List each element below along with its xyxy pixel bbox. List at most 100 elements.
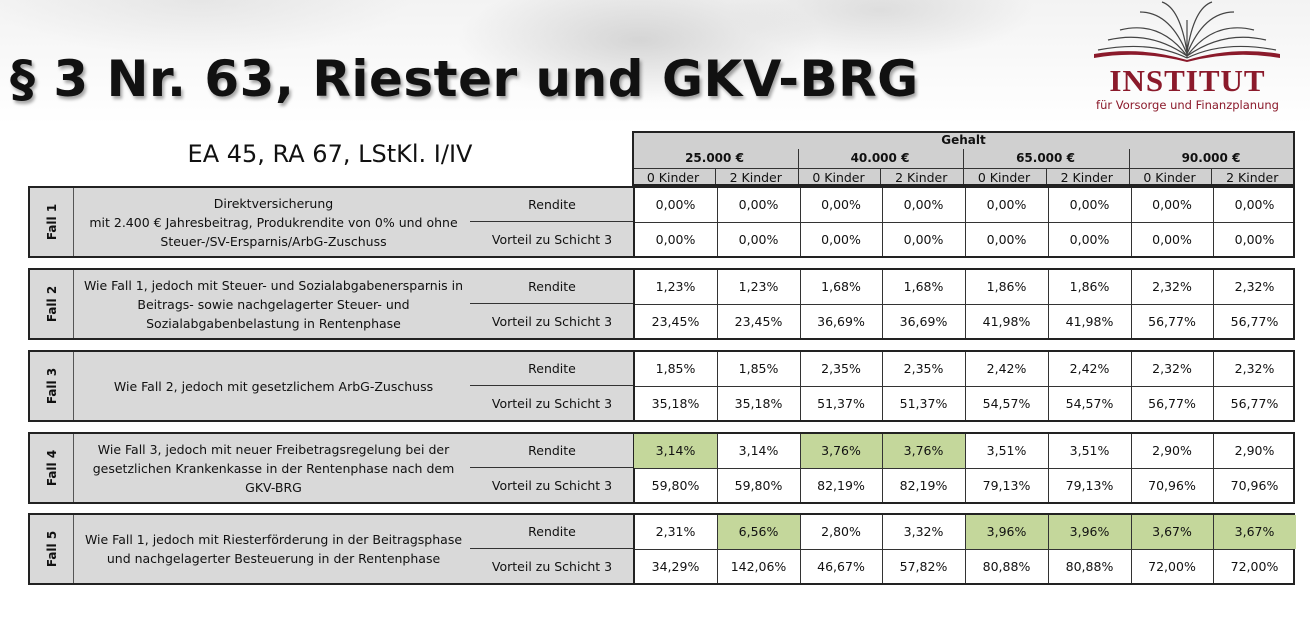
column-divider xyxy=(1213,434,1214,502)
value-cell: 82,19% xyxy=(817,478,865,493)
header-kids: 2 Kinder xyxy=(895,170,948,185)
value-cell: 0,00% xyxy=(986,197,1027,212)
case-tag: Fall 2 xyxy=(30,270,74,338)
row-divider xyxy=(634,468,1293,469)
value-cell: 3,51% xyxy=(986,443,1027,458)
row-divider xyxy=(470,467,634,468)
row-label-rendite: Rendite xyxy=(528,443,576,458)
column-divider xyxy=(800,270,801,338)
column-divider xyxy=(633,352,635,420)
value-cell: 56,77% xyxy=(1148,314,1196,329)
value-cell: 72,00% xyxy=(1230,559,1279,574)
slide-title: § 3 Nr. 63, Riester und GKV-BRG xyxy=(10,50,919,108)
column-divider xyxy=(882,434,883,502)
value-cell: 56,77% xyxy=(1148,396,1196,411)
value-cell: 1,68% xyxy=(821,279,861,294)
case-description-panel xyxy=(30,270,634,338)
column-divider xyxy=(1048,188,1049,256)
header-divider xyxy=(1211,169,1212,184)
value-cell: 1,23% xyxy=(655,279,696,294)
case-block: Fall 5 Wie Fall 1, jedoch mit Riesterförd… xyxy=(28,513,1296,585)
column-divider xyxy=(1131,434,1132,502)
case-description-line: Direktversicherung xyxy=(213,196,334,211)
column-divider xyxy=(800,434,801,502)
column-divider xyxy=(633,270,635,338)
column-divider xyxy=(1131,352,1132,420)
value-cell: 3,67% xyxy=(1131,515,1213,549)
value-cell: 3,14% xyxy=(634,434,717,468)
case-description-line: Wie Fall 1, jedoch mit Steuer- und Sozia… xyxy=(83,278,464,293)
column-divider xyxy=(1213,515,1214,583)
header-divider xyxy=(963,149,964,184)
value-cell: 80,88% xyxy=(1065,559,1114,574)
value-cell: 3,96% xyxy=(1048,515,1131,549)
case-tag-label: Fall 4 xyxy=(44,449,59,487)
row-divider xyxy=(634,304,1293,305)
value-cell: 1,86% xyxy=(1069,279,1110,294)
value-cell: 57,82% xyxy=(899,559,948,574)
case-description-line: Wie Fall 3, jedoch mit neuer Freibetrags… xyxy=(97,442,450,457)
logo-name: INSTITUT xyxy=(1109,63,1266,98)
institute-logo: INSTITUT für Vorsorge und Finanzplanung xyxy=(1090,0,1285,120)
case-description-panel xyxy=(30,434,634,502)
case-tag-label: Fall 1 xyxy=(44,203,59,241)
header-kids: 2 Kinder xyxy=(1226,170,1279,185)
value-cell: 3,14% xyxy=(738,443,779,458)
value-cell: 1,86% xyxy=(986,279,1027,294)
header-kids: 0 Kinder xyxy=(812,170,865,185)
value-cell: 54,57% xyxy=(1065,396,1114,411)
case-description-panel xyxy=(30,515,634,583)
row-divider xyxy=(634,386,1293,387)
value-cell: 0,00% xyxy=(655,232,696,247)
value-cell: 0,00% xyxy=(1069,232,1110,247)
value-cell: 3,32% xyxy=(903,524,944,539)
case-description-line: Wie Fall 2, jedoch mit gesetzlichem ArbG… xyxy=(113,379,434,394)
value-cell: 3,76% xyxy=(800,434,882,468)
column-divider xyxy=(882,352,883,420)
value-cell: 2,35% xyxy=(821,361,861,376)
value-cell: 56,77% xyxy=(1230,396,1279,411)
column-divider xyxy=(1048,352,1049,420)
row-divider xyxy=(470,303,634,304)
logo-tagline: für Vorsorge und Finanzplanung xyxy=(1096,98,1279,112)
header-kids: 0 Kinder xyxy=(1143,170,1196,185)
row-divider xyxy=(470,221,634,222)
value-cell: 82,19% xyxy=(899,478,948,493)
value-cell: 2,35% xyxy=(903,361,944,376)
row-label-vorteil: Vorteil zu Schicht 3 xyxy=(491,232,613,247)
value-cell: 0,00% xyxy=(903,232,944,247)
open-book-icon xyxy=(1094,1,1280,62)
case-tag: Fall 5 xyxy=(30,515,74,583)
value-cell: 1,85% xyxy=(738,361,779,376)
value-cell: 0,00% xyxy=(655,197,696,212)
value-cell: 1,68% xyxy=(903,279,944,294)
value-cell: 2,31% xyxy=(655,524,696,539)
value-cell: 51,37% xyxy=(817,396,865,411)
value-cell: 41,98% xyxy=(1065,314,1114,329)
row-label-rendite: Rendite xyxy=(528,524,576,539)
column-divider xyxy=(1213,352,1214,420)
header-salary: 90.000 € xyxy=(1181,151,1241,165)
value-cell: 0,00% xyxy=(821,197,861,212)
parameters-subtitle: EA 45, RA 67, LStKl. I/IV xyxy=(187,140,473,168)
value-cell: 1,23% xyxy=(738,279,779,294)
case-tag-label: Fall 2 xyxy=(44,285,59,323)
case-description-panel xyxy=(30,188,634,256)
value-cell: 59,80% xyxy=(734,478,783,493)
value-cell: 3,76% xyxy=(882,434,965,468)
value-cell: 0,00% xyxy=(903,197,944,212)
value-cell: 36,69% xyxy=(817,314,865,329)
column-divider xyxy=(717,515,718,583)
row-label-rendite: Rendite xyxy=(528,279,576,294)
column-divider xyxy=(1131,270,1132,338)
value-cell: 0,00% xyxy=(738,232,779,247)
value-cell: 0,00% xyxy=(821,232,861,247)
value-cell: 36,69% xyxy=(899,314,948,329)
value-cell: 35,18% xyxy=(734,396,783,411)
header-salary: 65.000 € xyxy=(1016,151,1075,165)
row-label-rendite: Rendite xyxy=(528,361,576,376)
header-divider xyxy=(715,169,716,184)
value-cell: 72,00% xyxy=(1148,559,1196,574)
value-cell: 35,18% xyxy=(651,396,700,411)
case-description-line: Sozialabgabenbelastung in Rentenphase xyxy=(146,316,401,331)
